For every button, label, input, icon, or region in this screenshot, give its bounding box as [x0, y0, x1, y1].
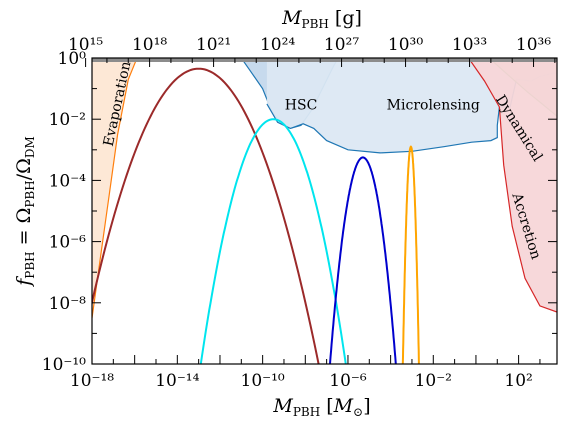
x-tick-label: 10² — [504, 371, 532, 391]
x-tick-label: 10⁻⁶ — [329, 371, 367, 391]
region-evaporation-boundary — [92, 58, 138, 319]
x2-tick-label: 10¹⁸ — [132, 35, 167, 55]
series-curve-2 — [199, 118, 347, 364]
y-axis-label: fPBH = ΩPBH/ΩDM — [13, 136, 37, 288]
label-hsc: HSC — [285, 97, 318, 113]
x-axis-label: MPBH [M⊙] — [272, 395, 370, 419]
region-accretion-boundary — [467, 58, 557, 313]
x2-tick-label: 10²¹ — [196, 35, 231, 55]
constraint-regions — [92, 58, 557, 319]
x-tick-label: 10⁻¹⁸ — [70, 371, 114, 391]
x-tick-label: 10⁻¹⁰ — [241, 371, 285, 391]
y-tick-label: 10⁰ — [58, 49, 87, 69]
region-evaporation-fill — [92, 58, 138, 319]
series-curve-1 — [92, 67, 320, 364]
x2-tick-label: 10³³ — [452, 35, 487, 55]
series-curve-4 — [401, 145, 420, 364]
y-tick-label: 10⁻⁴ — [49, 171, 87, 191]
x2-tick-label: 10²⁴ — [260, 35, 295, 55]
top-unity-band — [92, 58, 557, 62]
x2-tick-label: 10³⁶ — [516, 35, 551, 55]
x2-tick-label: 10³⁰ — [388, 35, 423, 55]
y-tick-label: 10⁻⁶ — [49, 233, 87, 253]
y-tick-label: 10⁻² — [49, 110, 86, 130]
plot-frame — [91, 57, 558, 365]
y-tick-label: 10⁻⁸ — [49, 294, 87, 314]
x-tick-label: 10⁻¹⁴ — [155, 371, 199, 391]
top-axis-label: MPBH [g] — [281, 7, 362, 31]
series-curve-3 — [329, 156, 397, 364]
x-tick-label: 10⁻² — [415, 371, 452, 391]
region-accretion-fill — [468, 58, 557, 312]
axis-ticks: 10⁻¹⁸ 10⁻¹⁴ 10⁻¹⁰ 10⁻⁶ 10⁻² 10² 10⁰ 10⁻² 10⁻⁴ 10⁻… — [42, 35, 557, 391]
x2-tick-label: 10¹⁵ — [68, 35, 103, 55]
mass-function-curves — [92, 67, 420, 364]
y-tick-label: 10⁻¹⁰ — [42, 355, 86, 375]
label-microlensing: Microlensing — [387, 97, 480, 113]
x2-tick-label: 10²⁷ — [324, 35, 359, 55]
